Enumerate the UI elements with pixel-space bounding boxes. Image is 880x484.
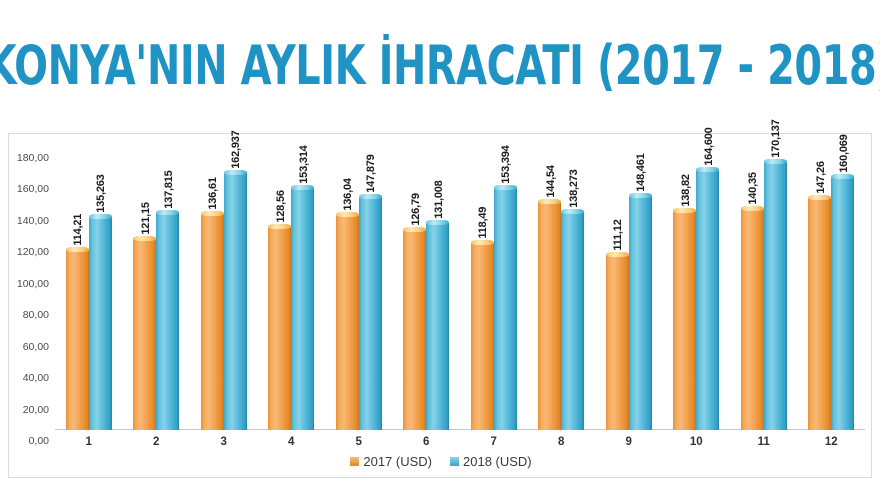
bar-2018[interactable]: 153,314 bbox=[291, 146, 315, 430]
bar-2017[interactable]: 121,15 bbox=[133, 202, 157, 430]
bar-value-label: 137,815 bbox=[162, 169, 175, 209]
bar-value-label: 128,56 bbox=[274, 190, 287, 223]
bar-value-label: 162,937 bbox=[230, 130, 243, 169]
bar-value-label: 138,273 bbox=[567, 169, 580, 208]
page-title: KONYA'NIN AYLIK İHRACATI (2017 - 2018) bbox=[0, 34, 880, 97]
x-axis-tick: 3 bbox=[220, 436, 227, 448]
y-axis-tick: 60,00 bbox=[22, 340, 49, 353]
bar-2018[interactable]: 160,069 bbox=[831, 135, 855, 430]
bar-2018[interactable]: 135,263 bbox=[88, 174, 112, 430]
chart-legend: 2017 (USD) 2018 (USD) bbox=[9, 454, 873, 469]
bar-2017[interactable]: 138,82 bbox=[673, 174, 697, 430]
bar-group: 140,35 170,137 bbox=[730, 119, 798, 430]
bar-2017[interactable]: 136,04 bbox=[335, 179, 359, 430]
legend-swatch-icon bbox=[350, 457, 360, 466]
bar-group: 126,79 131,008 bbox=[393, 146, 461, 430]
y-axis-tick: 0,00 bbox=[28, 435, 49, 447]
bar-2018[interactable]: 147,879 bbox=[358, 154, 382, 430]
bar-value-label: 153,314 bbox=[297, 145, 310, 184]
x-axis-tick: 4 bbox=[288, 436, 295, 448]
bar-group: 138,82 164,600 bbox=[663, 128, 731, 430]
y-axis-tick: 20,00 bbox=[22, 403, 49, 416]
bar-value-label: 170,137 bbox=[770, 118, 783, 158]
bar-2017[interactable]: 126,79 bbox=[403, 193, 427, 430]
bar-group: 136,61 162,937 bbox=[190, 130, 258, 430]
x-axis-tick: 8 bbox=[558, 436, 565, 448]
bar-value-label: 164,600 bbox=[702, 127, 715, 167]
y-axis-tick: 180,00 bbox=[16, 152, 49, 164]
y-axis-tick: 120,00 bbox=[16, 246, 49, 259]
bar-value-label: 153,394 bbox=[500, 145, 513, 184]
bar-2017[interactable]: 114,21 bbox=[65, 214, 89, 430]
bar-value-label: 148,461 bbox=[635, 153, 648, 192]
bar-2017[interactable]: 118,49 bbox=[470, 207, 494, 430]
y-axis-tick: 100,00 bbox=[16, 277, 49, 290]
bar-value-label: 140,35 bbox=[747, 171, 760, 205]
bar-value-label: 136,04 bbox=[342, 178, 355, 212]
x-axis-tick: 12 bbox=[824, 436, 838, 448]
bar-2017[interactable]: 136,61 bbox=[200, 178, 224, 430]
legend-label: 2017 (USD) bbox=[363, 454, 432, 469]
x-axis-tick: 11 bbox=[757, 436, 770, 448]
x-axis-tick: 5 bbox=[355, 436, 362, 448]
bar-group: 114,21 135,263 bbox=[55, 146, 123, 430]
bar-value-label: 138,82 bbox=[679, 174, 692, 207]
bar-2018[interactable]: 137,815 bbox=[156, 170, 180, 430]
bar-2018[interactable]: 131,008 bbox=[426, 181, 450, 430]
x-axis: 1 2 3 4 5 6 7 8 9 10 11 12 bbox=[55, 432, 865, 452]
bar-2018[interactable]: 162,937 bbox=[223, 130, 247, 430]
x-axis-tick: 1 bbox=[85, 436, 92, 448]
bar-value-label: 147,879 bbox=[365, 154, 378, 193]
bar-group: 147,26 160,069 bbox=[798, 135, 866, 430]
x-axis-tick: 7 bbox=[490, 436, 497, 448]
bar-value-label: 144,54 bbox=[544, 165, 557, 198]
bar-group: 144,54 138,273 bbox=[528, 146, 596, 430]
x-axis-tick: 6 bbox=[423, 436, 430, 448]
bar-group: 136,04 147,879 bbox=[325, 146, 393, 430]
bar-2018[interactable]: 138,273 bbox=[561, 169, 585, 430]
bar-2018[interactable]: 148,461 bbox=[628, 153, 652, 430]
bar-value-label: 160,069 bbox=[837, 134, 850, 174]
legend-item[interactable]: 2017 (USD) bbox=[350, 454, 432, 469]
y-axis: 180,00 160,00 140,00 120,00 100,00 80,00 60,00… bbox=[9, 146, 53, 447]
x-axis-tick: 9 bbox=[625, 436, 632, 448]
y-axis-tick: 80,00 bbox=[22, 309, 49, 322]
y-axis-tick: 160,00 bbox=[16, 183, 49, 196]
bar-value-label: 131,008 bbox=[432, 180, 445, 220]
bar-group: 111,12 148,461 bbox=[595, 146, 663, 430]
bar-value-label: 126,79 bbox=[409, 193, 422, 226]
bar-2017[interactable]: 144,54 bbox=[538, 165, 562, 430]
bar-groups: 114,21 135,263 121,15 137,815 136,61 162,937 1… bbox=[55, 119, 866, 430]
bar-2017[interactable]: 128,56 bbox=[268, 190, 292, 430]
bar-value-label: 111,12 bbox=[612, 219, 625, 251]
bar-2018[interactable]: 164,600 bbox=[696, 128, 720, 430]
x-axis-line bbox=[55, 429, 865, 430]
x-axis-tick: 10 bbox=[689, 436, 703, 448]
legend-label: 2018 (USD) bbox=[463, 454, 532, 469]
bar-2017[interactable]: 111,12 bbox=[605, 219, 629, 430]
bar-value-label: 136,61 bbox=[207, 177, 220, 211]
chart-frame: 180,00 160,00 140,00 120,00 100,00 80,00 60,00… bbox=[8, 119, 873, 478]
legend-item[interactable]: 2018 (USD) bbox=[450, 454, 532, 469]
bar-2018[interactable]: 153,394 bbox=[493, 145, 517, 430]
bar-2017[interactable]: 147,26 bbox=[808, 161, 832, 430]
y-axis-tick: 140,00 bbox=[16, 214, 49, 227]
bar-2017[interactable]: 140,35 bbox=[740, 172, 764, 430]
bar-2018[interactable]: 170,137 bbox=[763, 119, 787, 430]
legend-swatch-icon bbox=[450, 457, 459, 466]
title-container: KONYA'NIN AYLIK İHRACATI (2017 - 2018) bbox=[0, 30, 880, 102]
x-axis-tick: 2 bbox=[153, 436, 160, 448]
bar-group: 128,56 153,314 bbox=[258, 146, 326, 430]
bar-group: 121,15 137,815 bbox=[123, 146, 191, 430]
y-axis-tick: 40,00 bbox=[22, 372, 49, 385]
bar-value-label: 121,15 bbox=[139, 202, 152, 235]
bar-group: 118,49 153,394 bbox=[460, 145, 528, 430]
bar-value-label: 135,263 bbox=[95, 173, 108, 213]
bar-value-label: 147,26 bbox=[814, 160, 827, 194]
bar-value-label: 114,21 bbox=[72, 213, 85, 246]
bar-value-label: 118,49 bbox=[477, 206, 490, 239]
